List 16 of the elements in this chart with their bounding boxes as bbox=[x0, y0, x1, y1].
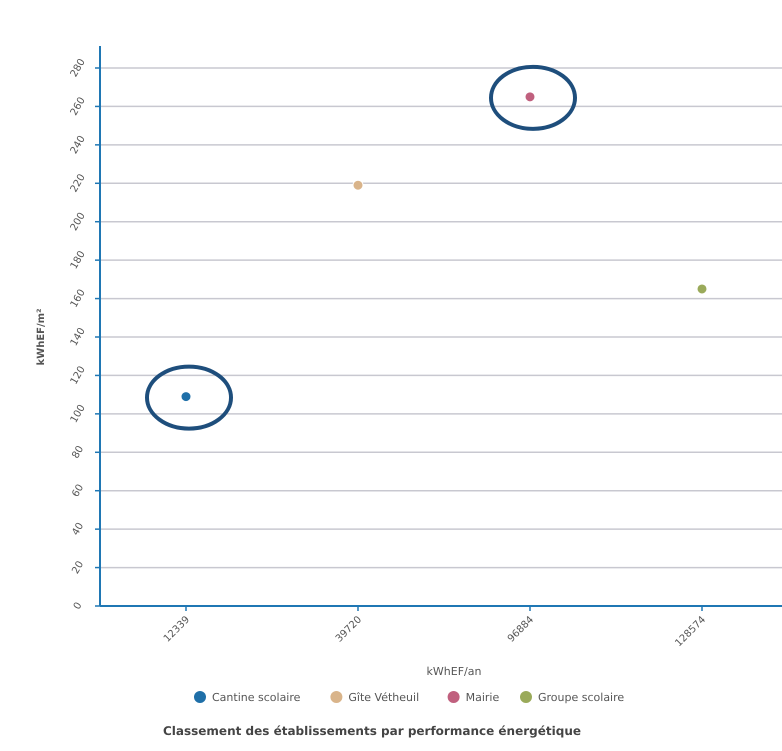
y-tick-label: 0 bbox=[72, 600, 85, 612]
legend-label: Groupe scolaire bbox=[538, 691, 624, 704]
point bbox=[696, 283, 708, 294]
legend-label: Gîte Vétheuil bbox=[348, 691, 420, 704]
point bbox=[352, 180, 364, 191]
legend-label: Mairie bbox=[466, 691, 500, 704]
legend-label: Cantine scolaire bbox=[212, 691, 301, 704]
x-axis-title: kWhEF/an bbox=[426, 665, 482, 678]
point bbox=[524, 91, 536, 102]
text: Classement des établissements par performance énergétique bbox=[162, 724, 582, 738]
y-axis-title: kWhEF/m² bbox=[36, 308, 47, 366]
y-tick-label: 40 bbox=[70, 520, 86, 538]
y-tick-label: 20 bbox=[70, 559, 86, 576]
y-tick-label: 80 bbox=[70, 444, 86, 461]
point bbox=[180, 391, 192, 402]
y-tick-label: 60 bbox=[70, 482, 86, 500]
